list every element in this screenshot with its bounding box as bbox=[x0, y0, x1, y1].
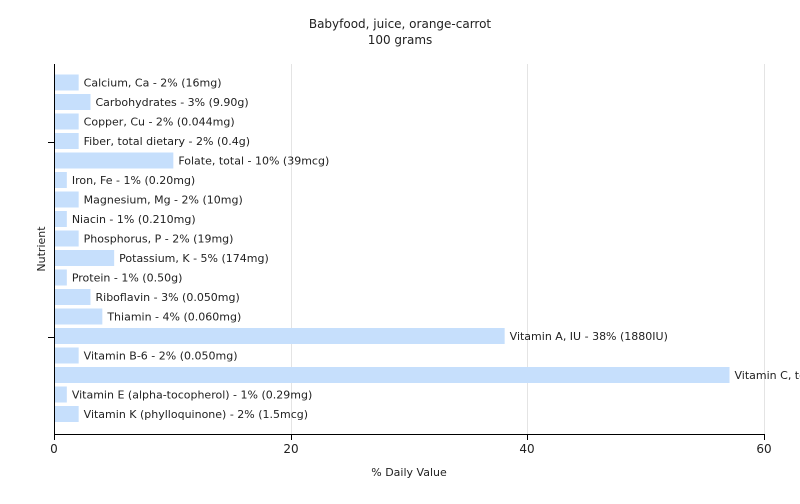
bar-label: Thiamin - 4% (0.060mg) bbox=[106, 311, 241, 324]
bar-label: Calcium, Ca - 2% (16mg) bbox=[84, 77, 222, 90]
x-tick-label: 20 bbox=[283, 442, 298, 456]
bar bbox=[55, 211, 67, 227]
bar-label: Niacin - 1% (0.210mg) bbox=[72, 213, 196, 226]
bar bbox=[55, 153, 173, 169]
bar bbox=[55, 94, 91, 110]
x-tick-label: 40 bbox=[519, 442, 534, 456]
x-tick-label: 0 bbox=[50, 442, 58, 456]
bar bbox=[55, 270, 67, 286]
bar-label: Iron, Fe - 1% (0.20mg) bbox=[72, 174, 195, 187]
bar bbox=[55, 289, 91, 305]
bar bbox=[55, 406, 79, 422]
bar bbox=[55, 133, 79, 149]
x-axis-label: % Daily Value bbox=[371, 466, 447, 479]
bar-label: Carbohydrates - 3% (9.90g) bbox=[96, 96, 249, 109]
bar bbox=[55, 348, 79, 364]
bar-label: Vitamin K (phylloquinone) - 2% (1.5mcg) bbox=[84, 408, 308, 421]
bar-label: Vitamin A, IU - 38% (1880IU) bbox=[510, 330, 668, 343]
bar bbox=[55, 387, 67, 403]
bar-label: Riboflavin - 3% (0.050mg) bbox=[96, 291, 240, 304]
bar bbox=[55, 367, 730, 383]
bar bbox=[55, 231, 79, 247]
bar-label: Fiber, total dietary - 2% (0.4g) bbox=[84, 135, 250, 148]
bar bbox=[55, 192, 79, 208]
bar bbox=[55, 75, 79, 91]
bar bbox=[55, 309, 102, 325]
bar bbox=[55, 328, 505, 344]
bar-label: Vitamin E (alpha-tocopherol) - 1% (0.29m… bbox=[72, 389, 312, 402]
bar-label: Protein - 1% (0.50g) bbox=[72, 272, 183, 285]
chart-title: Babyfood, juice, orange-carrot bbox=[309, 17, 492, 31]
bar-label: Potassium, K - 5% (174mg) bbox=[119, 252, 269, 265]
y-axis-label: Nutrient bbox=[35, 226, 48, 272]
bar bbox=[55, 172, 67, 188]
bar-label: Magnesium, Mg - 2% (10mg) bbox=[84, 194, 243, 207]
x-axis-ticks: 0 20 40 60 bbox=[50, 434, 771, 456]
bar-label: Vitamin B-6 - 2% (0.050mg) bbox=[84, 350, 238, 363]
x-tick-label: 60 bbox=[756, 442, 771, 456]
chart-subtitle: 100 grams bbox=[368, 33, 433, 47]
bar bbox=[55, 114, 79, 130]
bar-label: Folate, total - 10% (39mcg) bbox=[178, 155, 329, 168]
bar bbox=[55, 250, 114, 266]
bar-label: Copper, Cu - 2% (0.044mg) bbox=[84, 116, 235, 129]
bar-label: Phosphorus, P - 2% (19mg) bbox=[84, 233, 234, 246]
bar-label: Vitamin C, total ascorbic acid - 57% (34… bbox=[735, 369, 800, 382]
